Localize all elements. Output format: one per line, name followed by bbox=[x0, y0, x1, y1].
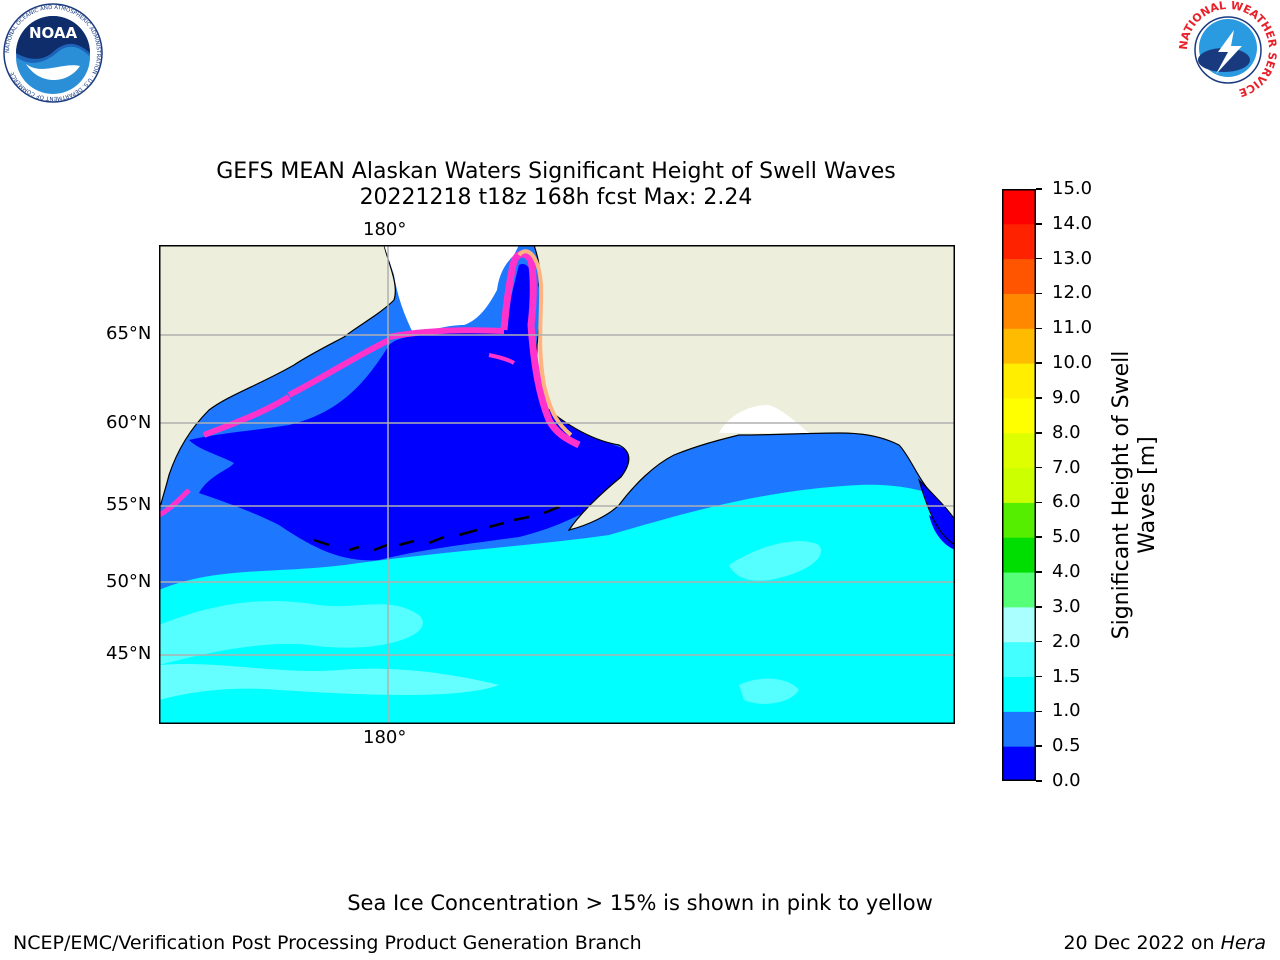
sea-ice-edge bbox=[500, 250, 581, 449]
colorbar-tick-label: 2.0 bbox=[1052, 630, 1081, 652]
colorbar-tick-label: 1.0 bbox=[1052, 700, 1081, 722]
nws-logo: NATIONAL WEATHER SERVICE bbox=[1177, 0, 1279, 100]
ocean-band-deep bbox=[189, 264, 641, 561]
colorbar-tick-label: 1.5 bbox=[1052, 665, 1081, 687]
colorbar-tick-mark bbox=[1036, 188, 1042, 190]
colorbar-tick-label: 5.0 bbox=[1052, 526, 1081, 548]
top-lon-label: 180° bbox=[363, 219, 407, 240]
colorbar-tick-mark bbox=[1036, 780, 1042, 782]
colorbar-tick-mark bbox=[1036, 606, 1042, 608]
colorbar-tick-label: 14.0 bbox=[1052, 212, 1093, 234]
colorbar bbox=[1002, 189, 1036, 782]
map-gridlines bbox=[159, 245, 955, 724]
colorbar-segment bbox=[1002, 223, 1036, 260]
colorbar-segment bbox=[1002, 746, 1036, 782]
colorbar-tick-label: 12.0 bbox=[1052, 282, 1093, 304]
colorbar-segment bbox=[1002, 467, 1036, 503]
colorbar-segment bbox=[1002, 502, 1036, 538]
ocean-band-1.5-2.0 bbox=[159, 601, 423, 665]
aleutian-chain bbox=[313, 505, 560, 552]
colorbar-tick-mark bbox=[1036, 536, 1042, 538]
colorbar-tick-mark bbox=[1036, 745, 1042, 747]
run-date-text: 20 Dec 2022 on bbox=[1063, 932, 1221, 954]
chart-title-line2: 20221218 t18z 168h fcst Max: 2.24 bbox=[359, 185, 753, 210]
land-chukotka bbox=[159, 245, 396, 516]
colorbar-tick-label: 9.0 bbox=[1052, 386, 1081, 408]
colorbar-tick-label: 7.0 bbox=[1052, 456, 1081, 478]
colorbar-tick-label: 15.0 bbox=[1052, 178, 1093, 199]
machine-name: Hera bbox=[1220, 932, 1266, 954]
colorbar-tick-mark bbox=[1036, 571, 1042, 573]
run-date: 20 Dec 2022 on Hera bbox=[1063, 932, 1266, 954]
colorbar-tick-label: 0.0 bbox=[1052, 770, 1081, 791]
colorbar-tick-mark bbox=[1036, 397, 1042, 399]
colorbar-tick-mark bbox=[1036, 710, 1042, 713]
colorbar-label-line2: Waves [m] bbox=[1135, 436, 1160, 553]
colorbar-segment bbox=[1002, 328, 1036, 364]
colorbar-segment bbox=[1002, 711, 1036, 747]
lat-label-55: 55°N bbox=[106, 494, 152, 515]
colorbar-segment bbox=[1002, 606, 1036, 643]
colorbar-tick-mark bbox=[1036, 432, 1042, 434]
colorbar-tick-label: 13.0 bbox=[1052, 247, 1093, 269]
colorbar-tick-label: 8.0 bbox=[1052, 421, 1081, 443]
sea-ice-note: Sea Ice Concentration > 15% is shown in … bbox=[347, 891, 933, 915]
colorbar-tick-label: 10.0 bbox=[1052, 352, 1093, 374]
colorbar-tick-mark bbox=[1036, 257, 1042, 260]
noaa-logo: NOAA NATIONAL OCEANIC AND ATMOSPHERIC AD… bbox=[2, 2, 104, 104]
colorbar-segment bbox=[1002, 641, 1036, 678]
bottom-lon-label: 180° bbox=[363, 727, 407, 748]
colorbar-segment bbox=[1002, 189, 1036, 225]
colorbar-segment bbox=[1002, 363, 1036, 399]
colorbar-tick-mark bbox=[1036, 362, 1042, 364]
colorbar-ticks: 15.0 14.0 13.0 12.0 11.0 10.0 9.0 8.0 7.0 6.0 5.0 4… bbox=[1036, 179, 1106, 791]
colorbar-segment bbox=[1002, 572, 1036, 608]
colorbar-tick-label: 0.5 bbox=[1052, 735, 1081, 757]
swell-height-map bbox=[159, 245, 955, 724]
colorbar-tick-mark bbox=[1036, 501, 1042, 504]
colorbar-label: Significant Height of Swell Waves [m] bbox=[1080, 345, 1280, 645]
lat-label-50: 50°N bbox=[106, 571, 152, 592]
colorbar-tick-mark bbox=[1036, 675, 1042, 678]
lat-label-45: 45°N bbox=[106, 643, 152, 664]
colorbar-segment bbox=[1002, 397, 1036, 434]
colorbar-tick-label: 11.0 bbox=[1052, 317, 1093, 339]
colorbar-tick-label: 4.0 bbox=[1052, 561, 1081, 583]
colorbar-tick-mark bbox=[1036, 466, 1042, 469]
colorbar-tick-mark bbox=[1036, 640, 1042, 643]
colorbar-tick-label: 6.0 bbox=[1052, 491, 1081, 513]
colorbar-segment bbox=[1002, 676, 1036, 712]
lat-label-65: 65°N bbox=[106, 323, 152, 344]
branch-credit: NCEP/EMC/Verification Post Processing Pr… bbox=[13, 932, 642, 954]
colorbar-segment bbox=[1002, 432, 1036, 469]
colorbar-tick-mark bbox=[1036, 292, 1042, 295]
colorbar-segment bbox=[1002, 537, 1036, 573]
colorbar-segment bbox=[1002, 258, 1036, 294]
colorbar-tick-label: 3.0 bbox=[1052, 595, 1081, 617]
colorbar-segment bbox=[1002, 293, 1036, 329]
colorbar-tick-mark bbox=[1036, 223, 1042, 225]
svg-text:NOAA: NOAA bbox=[29, 24, 78, 42]
lat-label-60: 60°N bbox=[106, 412, 152, 433]
colorbar-label-line1: Significant Height of Swell bbox=[1109, 351, 1134, 640]
colorbar-tick-mark bbox=[1036, 327, 1042, 330]
ocean-band-1.0-1.5 bbox=[159, 484, 955, 724]
chart-title-line1: GEFS MEAN Alaskan Waters Significant Hei… bbox=[216, 159, 896, 184]
land-white-arctic bbox=[384, 245, 519, 335]
